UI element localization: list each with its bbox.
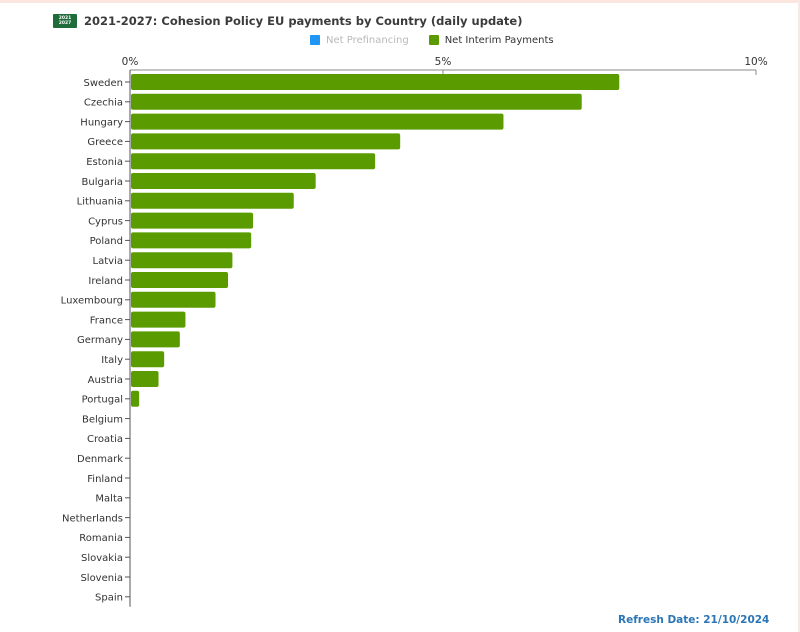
bar-czechia bbox=[131, 93, 582, 110]
category-label-poland: Poland bbox=[90, 236, 123, 247]
legend-swatch-net-prefinancing bbox=[310, 35, 320, 45]
category-label-romania: Romania bbox=[79, 533, 123, 544]
bar-ireland bbox=[131, 272, 229, 288]
x-tick-label-0: 0% bbox=[122, 56, 139, 68]
chart-legend: Net Prefinancing Net Interim Payments bbox=[310, 33, 574, 47]
refresh-date: Refresh Date: 21/10/2024 bbox=[618, 614, 770, 626]
category-label-italy: Italy bbox=[101, 355, 123, 366]
top-frame-strip bbox=[0, 0, 800, 3]
category-label-greece: Greece bbox=[87, 137, 123, 148]
category-label-estonia: Estonia bbox=[86, 157, 123, 168]
bar-estonia bbox=[131, 153, 376, 170]
bar-bulgaria bbox=[131, 173, 316, 189]
bar-cyprus bbox=[131, 212, 254, 229]
programme-period-badge: 2021 2027 bbox=[53, 14, 77, 28]
category-label-france: France bbox=[90, 315, 123, 326]
category-label-belgium: Belgium bbox=[82, 414, 123, 425]
chart-title: 2021-2027: Cohesion Policy EU payments b… bbox=[84, 14, 523, 28]
x-tick-label-1: 5% bbox=[435, 56, 452, 68]
category-label-slovakia: Slovakia bbox=[81, 553, 123, 564]
bar-germany bbox=[131, 331, 180, 348]
legend-item-net-prefinancing[interactable]: Net Prefinancing bbox=[310, 35, 409, 46]
category-label-lithuania: Lithuania bbox=[77, 197, 123, 208]
legend-swatch-net-interim-payments bbox=[428, 35, 439, 45]
right-frame-strip bbox=[798, 0, 800, 632]
badge-top-text: 2021 bbox=[58, 16, 72, 21]
category-label-finland: Finland bbox=[87, 474, 123, 485]
bar-luxembourg bbox=[131, 291, 216, 308]
bar-lithuania bbox=[131, 192, 294, 209]
category-label-netherlands: Netherlands bbox=[62, 513, 123, 524]
legend-label-net-interim-payments: Net Interim Payments bbox=[444, 34, 554, 46]
category-label-denmark: Denmark bbox=[77, 454, 123, 465]
legend-label-net-prefinancing: Net Prefinancing bbox=[326, 34, 409, 46]
category-label-bulgaria: Bulgaria bbox=[82, 177, 123, 188]
category-label-malta: Malta bbox=[95, 494, 123, 505]
badge-bottom-text: 2027 bbox=[58, 21, 72, 26]
category-label-slovenia: Slovenia bbox=[80, 573, 123, 584]
bar-austria bbox=[131, 371, 159, 387]
category-label-germany: Germany bbox=[77, 335, 123, 346]
category-label-cyprus: Cyprus bbox=[88, 216, 123, 227]
bar-italy bbox=[131, 351, 165, 368]
bar-hungary bbox=[131, 113, 504, 130]
bar-latvia bbox=[131, 252, 233, 269]
category-label-sweden: Sweden bbox=[83, 78, 123, 89]
category-label-hungary: Hungary bbox=[80, 117, 123, 128]
category-label-austria: Austria bbox=[88, 375, 123, 386]
bar-sweden bbox=[131, 74, 620, 90]
category-label-spain: Spain bbox=[95, 593, 123, 604]
category-label-portugal: Portugal bbox=[82, 395, 123, 406]
category-label-czechia: Czechia bbox=[84, 98, 123, 109]
x-tick-label-2: 10% bbox=[744, 56, 767, 68]
legend-item-net-interim-payments[interactable]: Net Interim Payments bbox=[428, 34, 554, 46]
category-label-ireland: Ireland bbox=[88, 276, 123, 287]
category-label-latvia: Latvia bbox=[93, 256, 123, 267]
category-label-luxembourg: Luxembourg bbox=[61, 296, 123, 307]
category-label-croatia: Croatia bbox=[87, 434, 123, 445]
bar-poland bbox=[131, 232, 252, 249]
bar-chart: 0% 5% 10% Sweden Czechia Hungary Greece Estonia… bbox=[61, 56, 768, 607]
bar-greece bbox=[131, 133, 401, 150]
bar-france bbox=[131, 311, 186, 328]
chart-header: 2021 2027 2021-2027: Cohesion Policy EU … bbox=[53, 13, 522, 29]
bar-portugal bbox=[131, 390, 140, 407]
